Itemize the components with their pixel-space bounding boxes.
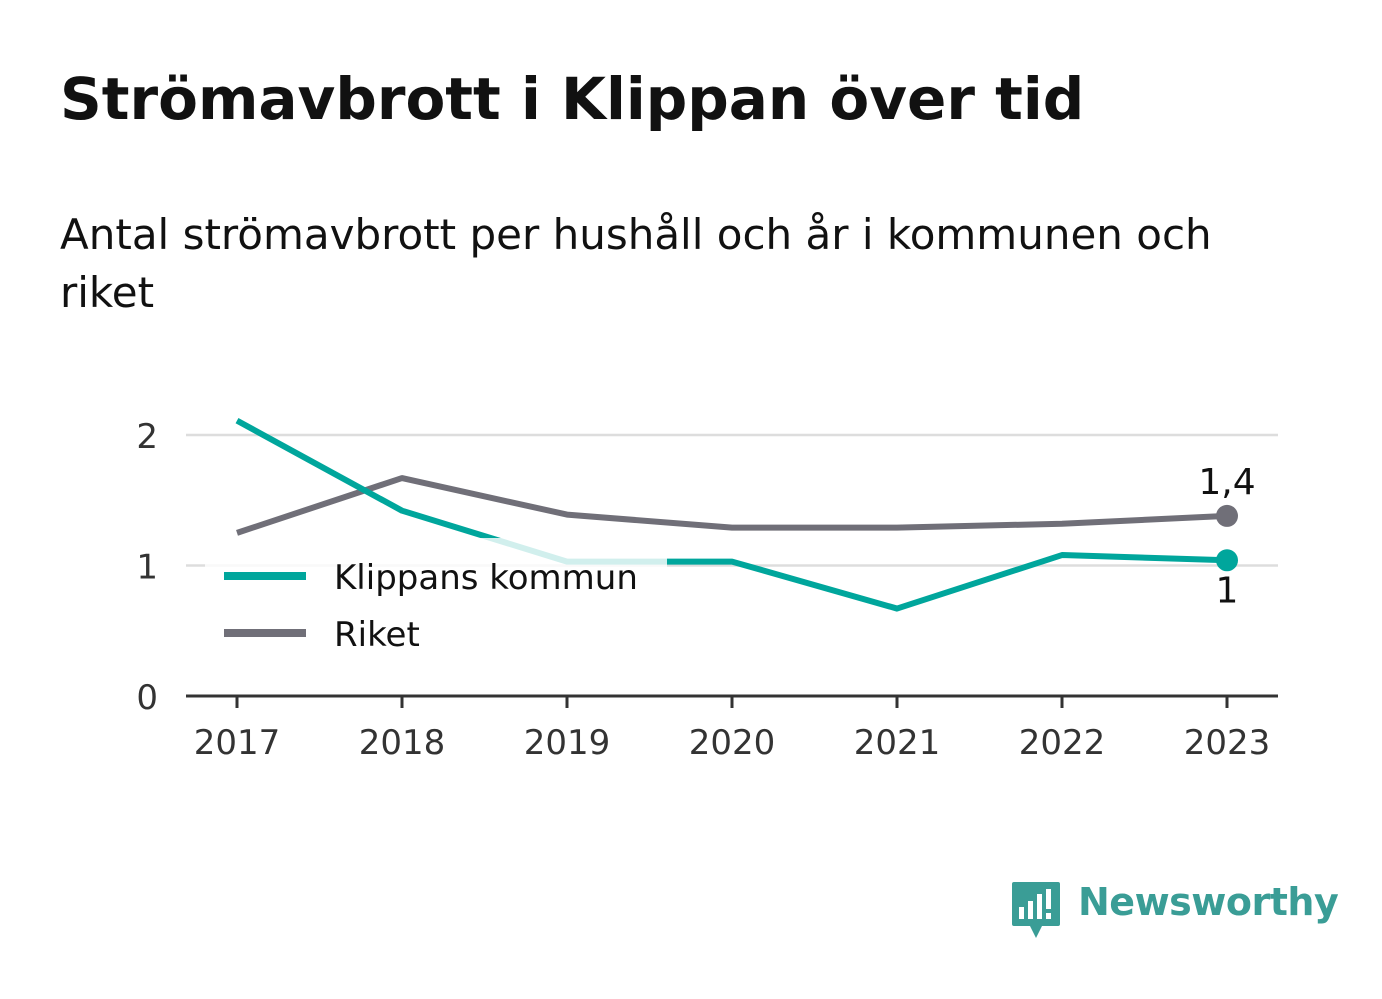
end-value-label: 1,4 [1198,462,1255,503]
x-tick-label: 2021 [854,723,941,763]
y-tick-label: 0 [136,678,158,718]
legend-label: Riket [334,615,420,655]
x-tick-labels: 2017 2018 2019 2020 2021 2022 2023 [194,723,1271,763]
x-tick-label: 2022 [1019,723,1106,763]
legend-label: Klippans kommun [334,558,638,598]
newsworthy-logo-icon [1012,882,1060,938]
x-tick-label: 2019 [524,723,611,763]
y-tick-label: 2 [136,417,158,457]
x-tick-label: 2018 [359,723,446,763]
y-tick-labels: 0 1 2 [136,417,158,718]
end-point-marker [1216,504,1238,527]
legend-background [205,538,667,662]
brand-name: Newsworthy [1078,880,1339,924]
end-point-marker [1216,549,1238,572]
x-axis [186,694,1278,708]
end-markers: 11,4 [1198,462,1255,611]
legend: Klippans kommun Riket [205,538,667,662]
chart-subtitle: Antal strömavbrott per hushåll och år i … [60,210,1212,317]
y-tick-label: 1 [136,548,158,588]
x-tick-label: 2020 [689,723,776,763]
end-value-label: 1 [1216,570,1239,611]
series-lines [235,418,1228,612]
chart-title: Strömavbrott i Klippan över tid [60,65,1085,133]
x-tick-label: 2017 [194,723,281,763]
series-line-riket [236,475,1228,536]
x-tick-label: 2023 [1184,723,1271,763]
series-line-klippans-kommun [235,418,1228,612]
